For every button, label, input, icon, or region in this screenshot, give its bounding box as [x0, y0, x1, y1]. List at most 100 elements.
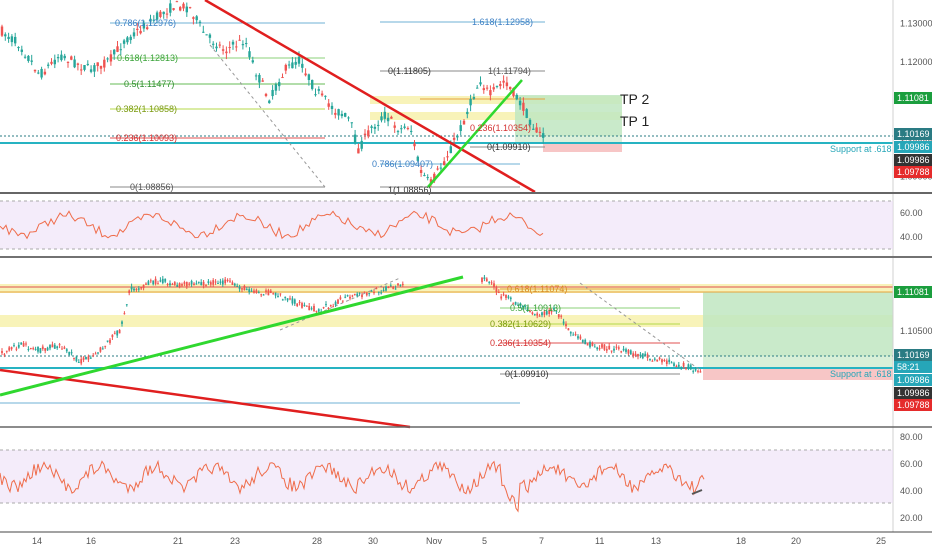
candle [129, 36, 132, 41]
candle [603, 344, 606, 350]
candle [495, 85, 499, 87]
candle [40, 68, 43, 78]
candle [382, 289, 385, 291]
candle [373, 126, 377, 129]
candle [284, 296, 287, 299]
candle [181, 284, 183, 286]
candle [96, 62, 99, 67]
candle [584, 339, 587, 345]
candle [185, 6, 188, 13]
fib-label: 0.5(1.11477) [124, 79, 174, 89]
fib-trend-line [209, 44, 326, 188]
time-tick: 16 [86, 536, 96, 546]
candle [53, 344, 56, 349]
candle [46, 347, 49, 351]
candle [3, 354, 6, 356]
bottom-price-pane[interactable]: 0.618(1.11074) 0.5(1.10913) 0.382(1.10629)… [0, 258, 893, 429]
downtrend-line [204, 0, 536, 194]
candle [65, 349, 68, 352]
candle [532, 128, 535, 130]
candle [694, 369, 697, 371]
resistance-zone [370, 112, 622, 120]
candle [502, 294, 505, 296]
candle [699, 371, 702, 373]
candle [661, 359, 663, 363]
candle [17, 344, 20, 348]
candle [113, 49, 116, 55]
candle [406, 128, 410, 130]
candle [367, 130, 370, 137]
candle [545, 311, 548, 315]
candle [162, 11, 165, 15]
candle [7, 36, 10, 40]
candle [193, 283, 195, 286]
candle [385, 286, 387, 291]
candle [337, 299, 339, 304]
candle [236, 285, 239, 287]
candle [245, 289, 248, 291]
candle [320, 93, 324, 96]
candle [8, 347, 11, 351]
candle [73, 357, 75, 359]
candle [541, 312, 543, 316]
candle [553, 307, 555, 310]
candle [303, 304, 306, 306]
candle [261, 80, 264, 82]
candle [202, 281, 205, 286]
uptrend-line [427, 79, 523, 188]
candle [396, 131, 400, 133]
candle [543, 311, 546, 315]
rsi-line [0, 459, 705, 513]
candle [317, 89, 320, 91]
candle [208, 34, 212, 38]
candle [27, 55, 30, 61]
candle [277, 295, 279, 297]
price-tag [894, 399, 932, 411]
candle [548, 309, 551, 315]
candle [685, 367, 687, 369]
candle [301, 63, 304, 68]
rsi-tick: 40.00 [900, 486, 923, 496]
candle [399, 284, 402, 286]
candle [122, 40, 126, 44]
candle [310, 308, 313, 310]
candle [493, 283, 495, 288]
price-tag [894, 92, 932, 104]
candle [109, 54, 113, 62]
candle [188, 283, 191, 285]
bottom-rsi-pane[interactable]: 80.00 60.00 40.00 20.00 [0, 432, 923, 523]
candle [499, 84, 502, 87]
candle [522, 102, 525, 111]
bottom-time-axis[interactable]: 14 16 21 23 28 30 Nov 5 7 11 13 18 20 25 [32, 536, 886, 546]
top-rsi-pane[interactable]: 60.00 40.00 [0, 200, 923, 250]
candle [495, 287, 498, 293]
candle [169, 3, 172, 13]
bottom-price-axis[interactable]: 1.10500 1.11081 1.10169 58:21 1.09986 1.0998… [892, 258, 932, 532]
candle [536, 313, 539, 316]
candle [262, 294, 265, 296]
top-price-pane[interactable]: 0.786(1.12976) 0.618(1.12813) 0.5(1.11477)… [0, 0, 893, 195]
candle [116, 46, 119, 52]
candle [518, 100, 522, 106]
candle [400, 128, 403, 130]
candle [231, 282, 234, 285]
candle [27, 349, 30, 351]
fib-label: 0.5(1.10913) [510, 303, 561, 313]
candle [164, 278, 167, 282]
candle [593, 346, 596, 348]
candle [289, 298, 291, 300]
candle [649, 359, 651, 361]
candle [254, 75, 258, 77]
time-tick: 13 [651, 536, 661, 546]
candle [632, 353, 635, 356]
candle [677, 364, 680, 367]
candle [311, 79, 314, 89]
candle [241, 288, 243, 290]
candle [356, 293, 359, 297]
candle [313, 305, 315, 312]
candle [178, 283, 181, 287]
candle [142, 284, 145, 289]
